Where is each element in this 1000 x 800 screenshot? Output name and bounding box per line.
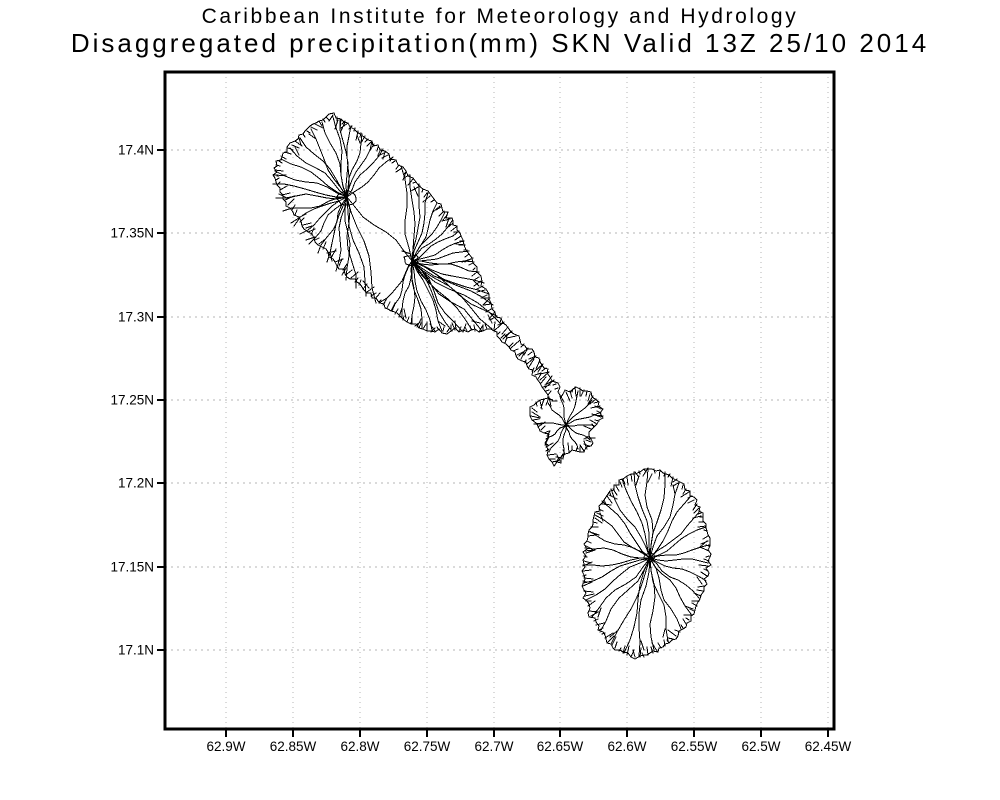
stkitts-peninsula-divides	[494, 321, 555, 389]
longitude-tick-label: 62.5W	[741, 739, 780, 754]
axis-ticks	[157, 149, 829, 737]
stkitts-drainage-northwest	[272, 116, 413, 304]
islands-layer	[272, 112, 712, 660]
longitude-tick-label: 62.85W	[270, 739, 317, 754]
latitude-tick-label: 17.2N	[118, 476, 154, 491]
latitude-tick-label: 17.4N	[118, 143, 154, 158]
gridlines	[165, 72, 834, 729]
stkitts-drainage-southeast	[378, 165, 502, 332]
summit-crater-rim	[403, 254, 419, 267]
latitude-tick-label: 17.25N	[110, 393, 154, 408]
summit-crater-rim	[643, 552, 656, 563]
stkitts-peninsula-drainage	[535, 386, 604, 462]
product-title: Disaggregated precipitation(mm) SKN Vali…	[70, 28, 930, 58]
longitude-tick-label: 62.9W	[206, 739, 245, 754]
longitude-tick-label: 62.6W	[607, 739, 646, 754]
longitude-tick-label: 62.45W	[805, 739, 852, 754]
latitude-tick-label: 17.1N	[118, 643, 154, 658]
longitude-tick-label: 62.8W	[340, 739, 379, 754]
map-titles: Caribbean Institute for Meteorology and …	[0, 5, 1000, 57]
stkitts-coastline	[272, 112, 604, 467]
longitude-tick-label: 62.55W	[671, 739, 718, 754]
latitude-tick-label: 17.15N	[110, 560, 154, 575]
latitude-tick-label: 17.3N	[118, 310, 154, 325]
longitude-tick-label: 62.75W	[404, 739, 451, 754]
institute-title: Caribbean Institute for Meteorology and …	[201, 5, 799, 28]
summit-crater-rim	[335, 190, 357, 206]
latitude-tick-label: 17.35N	[110, 226, 154, 241]
nevis-drainage	[582, 468, 710, 657]
plot-border	[163, 70, 836, 731]
longitude-tick-label: 62.7W	[474, 739, 513, 754]
longitude-tick-label: 62.65W	[537, 739, 584, 754]
